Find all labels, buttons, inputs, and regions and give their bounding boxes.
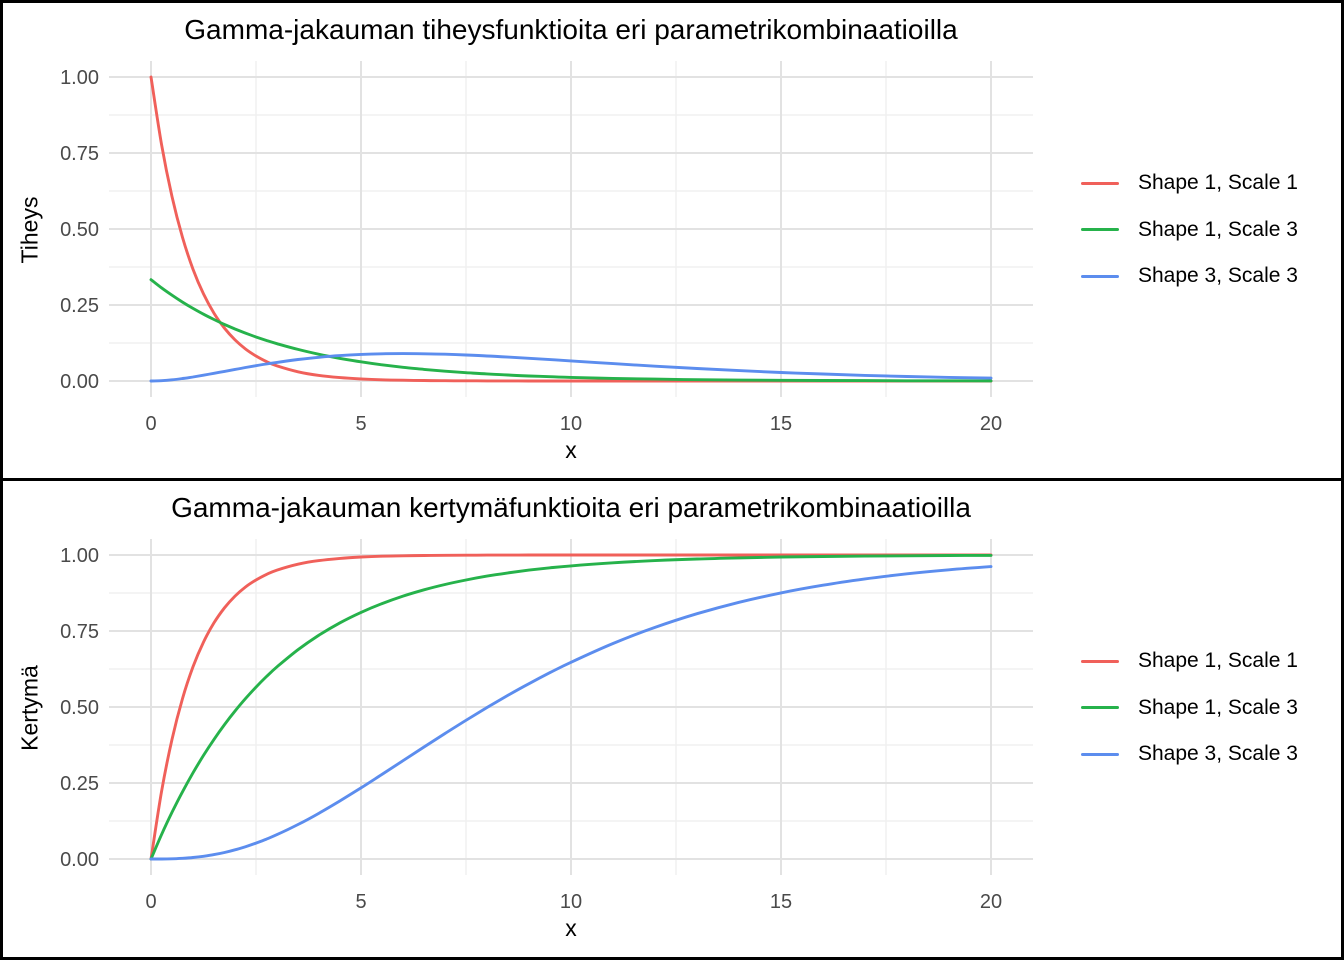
legend-label: Shape 1, Scale 3 [1138, 695, 1298, 719]
y-tick-label: 1.00 [60, 67, 99, 89]
legend-item: Shape 1, Scale 3 [1081, 685, 1298, 732]
density-chart: Gamma-jakauman tiheysfunktioita eri para… [3, 3, 1341, 478]
legend-label: Shape 3, Scale 3 [1138, 264, 1298, 288]
x-tick-label: 10 [560, 413, 582, 435]
y-tick-label: 1.00 [60, 545, 99, 567]
legend-label: Shape 3, Scale 3 [1138, 742, 1298, 766]
legend-key-line [1081, 181, 1119, 185]
y-tick-label: 0.75 [60, 621, 99, 643]
x-tick-label: 20 [980, 891, 1002, 913]
y-tick-label: 0.50 [60, 219, 99, 241]
x-tick-label: 15 [770, 413, 792, 435]
series-line [149, 553, 993, 861]
x-tick-label: 20 [980, 413, 1002, 435]
cdf-chart: Gamma-jakauman kertymäfunktioita eri par… [3, 478, 1341, 957]
cdf-plot-area: 0 5 10 15 20 0.00 0.25 0.50 0.75 1.00 [60, 539, 1033, 913]
x-tick-label: 15 [770, 891, 792, 913]
density-legend: Shape 1, Scale 1 Shape 1, Scale 3 Shape … [1081, 160, 1298, 300]
legend-label: Shape 1, Scale 3 [1138, 217, 1298, 241]
legend-item: Shape 3, Scale 3 [1081, 731, 1298, 778]
legend-item: Shape 3, Scale 3 [1081, 253, 1298, 300]
x-tick-label: 5 [355, 891, 366, 913]
cdf-legend: Shape 1, Scale 1 Shape 1, Scale 3 Shape … [1081, 638, 1298, 778]
y-tick-label: 0.75 [60, 143, 99, 165]
legend-key-line [1081, 706, 1119, 710]
series-line [149, 278, 993, 383]
legend-item: Shape 1, Scale 1 [1081, 638, 1298, 685]
y-tick-label: 0.50 [60, 697, 99, 719]
y-tick-label: 0.00 [60, 371, 99, 393]
x-tick-label: 0 [145, 891, 156, 913]
cdf-x-axis-title: x [565, 915, 577, 941]
series-line [149, 352, 993, 383]
density-y-axis-title: Tiheys [16, 196, 43, 264]
series-line [149, 565, 993, 861]
y-tick-label: 0.25 [60, 773, 99, 795]
density-plot-area: 0 5 10 15 20 0.00 0.25 0.50 0.75 1.00 [60, 61, 1033, 435]
legend-item: Shape 1, Scale 1 [1081, 160, 1298, 207]
series-line [149, 553, 993, 861]
legend-label: Shape 1, Scale 1 [1138, 171, 1298, 195]
density-x-axis-title: x [565, 437, 577, 463]
cdf-chart-title: Gamma-jakauman kertymäfunktioita eri par… [171, 492, 971, 523]
legend-key-line [1081, 659, 1119, 663]
x-tick-label: 5 [355, 413, 366, 435]
x-tick-label: 0 [145, 413, 156, 435]
legend-item: Shape 1, Scale 3 [1081, 207, 1298, 254]
x-tick-label: 10 [560, 891, 582, 913]
density-chart-title: Gamma-jakauman tiheysfunktioita eri para… [184, 14, 958, 45]
legend-key-line [1081, 274, 1119, 278]
y-tick-label: 0.25 [60, 295, 99, 317]
y-tick-label: 0.00 [60, 849, 99, 871]
legend-label: Shape 1, Scale 1 [1138, 649, 1298, 673]
legend-key-line [1081, 752, 1119, 756]
legend-key-line [1081, 228, 1119, 232]
cdf-y-axis-title: Kertymä [16, 665, 43, 751]
